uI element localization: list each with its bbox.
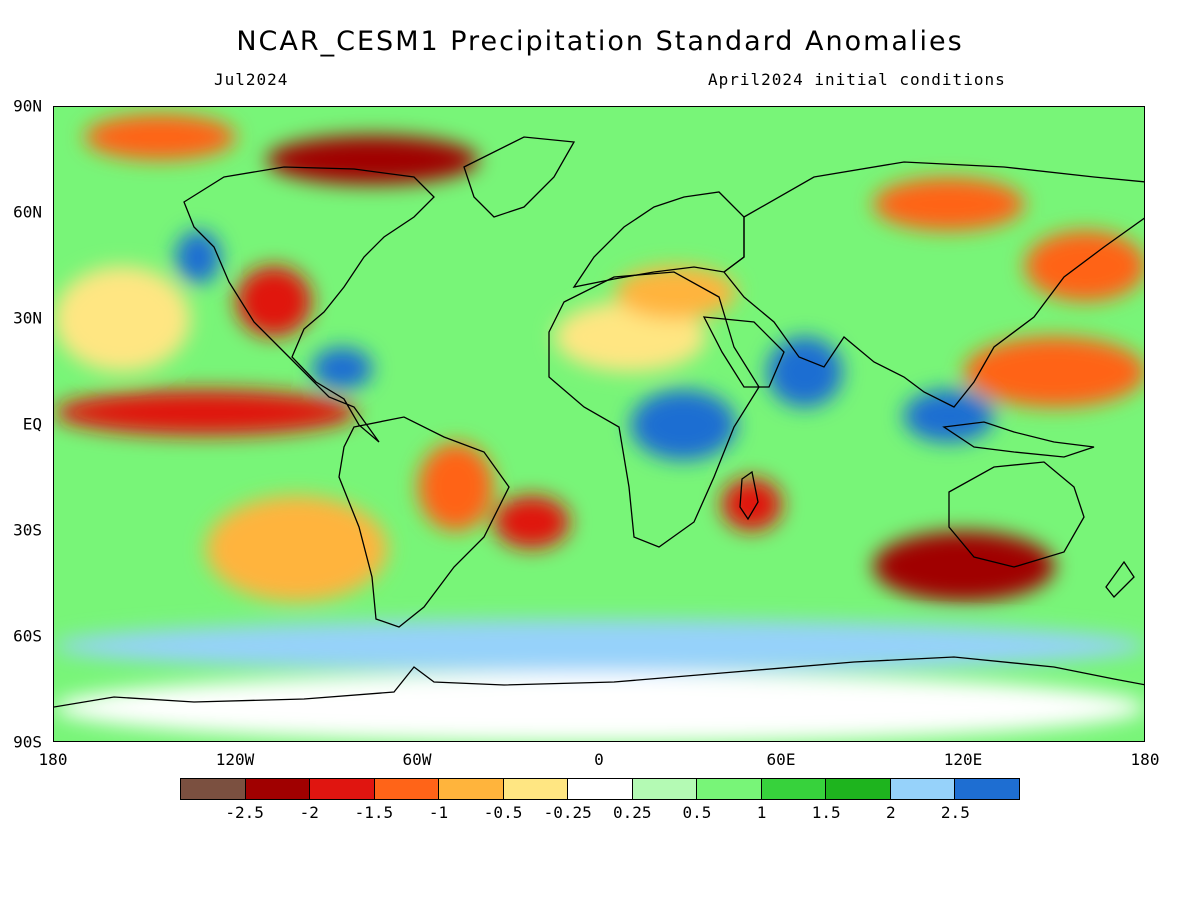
anomaly-region-western-us-dry: [236, 266, 312, 337]
anomaly-region-east-africa-wet: [630, 389, 737, 461]
anomaly-region-mediterranean-dry: [615, 266, 737, 319]
anomaly-region-madagascar-dry: [721, 478, 783, 531]
anomaly-region-arctic-canada-dry: [266, 135, 479, 185]
colorbar-swatch-1: [245, 779, 311, 799]
coastline-greenland: [463, 136, 576, 218]
lon-label-180w: 180: [38, 750, 68, 769]
anomaly-region-brazil-dry: [418, 442, 494, 531]
colorbar-tick-label: -1: [428, 803, 449, 822]
lat-label-90s: 90S: [13, 732, 42, 752]
coastline-south-america: [338, 416, 510, 628]
lon-label-60e: 60E: [766, 750, 796, 769]
colorbar-tick-label: -1.5: [354, 803, 394, 822]
colorbar-swatch-6: [568, 779, 633, 799]
initial-conditions-label: April2024 initial conditions: [708, 70, 1006, 89]
forecast-month: Jul2024: [214, 70, 289, 89]
anomaly-region-north-pacific-west-dry: [1024, 230, 1144, 302]
anomaly-region-indonesia-wet: [903, 389, 995, 443]
chart-title: NCAR_CESM1 Precipitation Standard Anomal…: [236, 26, 964, 57]
colorbar-tick-label: 2: [885, 803, 896, 822]
lon-label-180e: 180: [1130, 750, 1160, 769]
lat-label-60s: 60S: [13, 626, 42, 646]
coastline-asia: [723, 161, 1144, 408]
anomaly-region-south-atlantic-dry: [493, 495, 570, 549]
colorbar-swatch-5: [503, 779, 569, 799]
colorbar-swatch-8: [697, 779, 762, 799]
colorbar-swatch-11: [890, 779, 956, 799]
coastline-africa: [548, 271, 760, 548]
coastline-arabia: [702, 316, 785, 388]
anomaly-region-southeast-pacific-dry: [205, 495, 388, 602]
precipitation-anomaly-map: [53, 106, 1145, 742]
lon-label-120w: 120W: [215, 750, 255, 769]
colorbar-tick-label: 2.5: [940, 803, 970, 822]
coastline-madagascar: [739, 470, 759, 521]
coastlines: [54, 136, 1144, 708]
coastline-antarctica: [54, 656, 1144, 708]
anomaly-region-arabian-sea-wet: [766, 336, 843, 408]
map-canvas: [54, 107, 1144, 741]
anomaly-region-chukchi-dry: [84, 114, 236, 160]
anomaly-region-antarctica-neutral: [54, 672, 1144, 741]
coastline-indonesia: [942, 421, 1095, 458]
colorbar-swatch-10: [826, 779, 891, 799]
coastline-north-america: [183, 166, 435, 443]
colorbar-swatch-0: [181, 779, 246, 799]
anomaly-region-sahara-dry: [554, 301, 707, 372]
lon-label-120e: 120E: [943, 750, 983, 769]
colorbar-swatch-9: [761, 779, 827, 799]
anomaly-region-siberia-dry: [873, 177, 1025, 231]
colorbar-swatch-4: [439, 779, 504, 799]
colorbar-tick-label: -0.5: [483, 803, 523, 822]
colorbar-tick-label: 1: [756, 803, 767, 822]
lat-label-eq: EQ: [22, 414, 42, 434]
lat-label-60n: 60N: [13, 202, 42, 222]
lat-label-30s: 30S: [13, 520, 42, 540]
colorbar-swatch-2: [310, 779, 375, 799]
colorbar-swatch-7: [632, 779, 698, 799]
coastline-australia: [948, 461, 1085, 568]
anomaly-region-western-pacific-dry: [964, 336, 1144, 408]
anomaly-region-north-pacific-dry: [54, 266, 191, 372]
lon-label-60w: 60W: [402, 750, 432, 769]
anomaly-region-tropical-pacific-dry-band: [54, 389, 358, 436]
coastline-new-zealand: [1105, 560, 1135, 598]
anomaly-region-southern-australia-dry: [873, 531, 1055, 602]
lon-label-0: 0: [594, 750, 604, 769]
anomaly-regions: [54, 114, 1144, 741]
colorbar: [180, 778, 1020, 800]
anomaly-region-gulf-alaska-wet: [175, 230, 221, 284]
colorbar-tick-label: -0.25: [543, 803, 592, 822]
colorbar-swatch-12: [955, 779, 1019, 799]
colorbar-tick-label: -2.5: [225, 803, 264, 822]
lat-label-90n: 90N: [13, 96, 42, 116]
colorbar-tick-label: 0.5: [682, 803, 712, 822]
colorbar-swatch-3: [374, 779, 440, 799]
lat-label-30n: 30N: [13, 308, 42, 328]
colorbar-tick-label: 1.5: [811, 803, 841, 822]
colorbar-tick-label: 0.25: [613, 803, 652, 822]
colorbar-tick-label: -2: [299, 803, 319, 822]
anomaly-region-central-america-wet: [311, 347, 373, 390]
anomaly-region-southern-ocean-wet: [54, 619, 1144, 673]
